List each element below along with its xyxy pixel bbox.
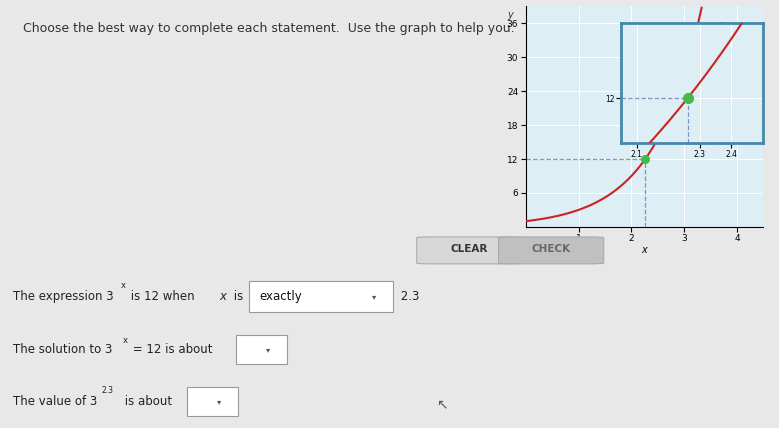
Text: is about: is about [121, 395, 172, 408]
FancyBboxPatch shape [249, 281, 393, 312]
Text: 2.3: 2.3 [101, 386, 113, 395]
Text: CHECK: CHECK [531, 244, 570, 253]
FancyBboxPatch shape [187, 387, 238, 416]
Text: y: y [507, 10, 513, 20]
X-axis label: x: x [642, 245, 647, 255]
Text: ◀: ◀ [670, 16, 682, 31]
Text: ▾: ▾ [217, 397, 220, 406]
Text: x: x [220, 290, 227, 303]
Text: The value of 3: The value of 3 [13, 395, 97, 408]
Text: 2.3: 2.3 [397, 290, 420, 303]
Text: CLEAR: CLEAR [450, 244, 488, 253]
Text: = 12 is about: = 12 is about [129, 343, 213, 357]
Text: The expression 3: The expression 3 [13, 290, 114, 303]
FancyBboxPatch shape [499, 237, 604, 264]
Text: exactly: exactly [259, 290, 302, 303]
Text: ↖: ↖ [436, 398, 448, 412]
Text: x: x [121, 281, 125, 290]
Text: Choose the best way to complete each statement.  Use the graph to help you.: Choose the best way to complete each sta… [23, 22, 515, 36]
Text: is: is [230, 290, 247, 303]
Text: y = 3^x: y = 3^x [700, 22, 737, 31]
Text: ▾: ▾ [266, 345, 270, 354]
Text: ▾: ▾ [372, 292, 376, 301]
Text: is 12 when: is 12 when [127, 290, 199, 303]
FancyBboxPatch shape [417, 237, 522, 264]
FancyBboxPatch shape [236, 336, 287, 364]
Text: The solution to 3: The solution to 3 [13, 343, 113, 357]
Text: x: x [123, 336, 128, 345]
